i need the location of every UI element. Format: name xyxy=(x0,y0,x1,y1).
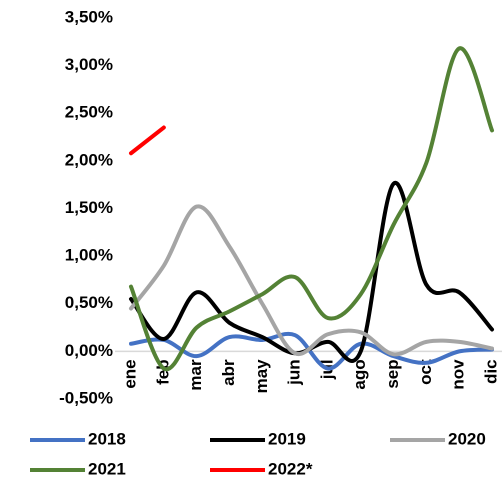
series-line xyxy=(129,204,494,357)
x-tick-label: jun xyxy=(285,359,304,386)
y-tick-label: 1,00% xyxy=(65,246,113,265)
x-tick-label: dic xyxy=(481,359,500,384)
y-tick-label: 0,50% xyxy=(65,293,113,312)
y-tick-label: -0,50% xyxy=(59,388,113,407)
x-tick-label: sep xyxy=(383,359,402,388)
legend-label: 2022* xyxy=(268,459,313,478)
x-tick-label: ene xyxy=(120,359,139,388)
x-tick-label: ago xyxy=(350,359,369,389)
y-tick-label: 3,50% xyxy=(65,7,113,26)
x-tick-label: abr xyxy=(219,359,238,386)
legend-label: 2020 xyxy=(448,429,486,448)
series-line xyxy=(129,125,166,156)
series-line xyxy=(129,181,494,363)
legend-label: 2018 xyxy=(88,429,126,448)
x-tick-label: nov xyxy=(449,359,468,390)
y-tick-label: 0,00% xyxy=(65,341,113,360)
series-line xyxy=(129,46,494,372)
x-tick-label: oct xyxy=(416,359,435,385)
x-tick-label: mar xyxy=(186,359,205,391)
y-tick-label: 3,00% xyxy=(65,55,113,74)
y-tick-label: 2,50% xyxy=(65,103,113,122)
y-tick-label: 1,50% xyxy=(65,198,113,217)
series-line xyxy=(129,331,494,371)
x-tick-label: may xyxy=(252,359,271,394)
y-tick-label: 2,00% xyxy=(65,150,113,169)
x-tick-label: feb xyxy=(153,359,172,385)
legend-label: 2019 xyxy=(268,429,306,448)
legend-label: 2021 xyxy=(88,459,126,478)
